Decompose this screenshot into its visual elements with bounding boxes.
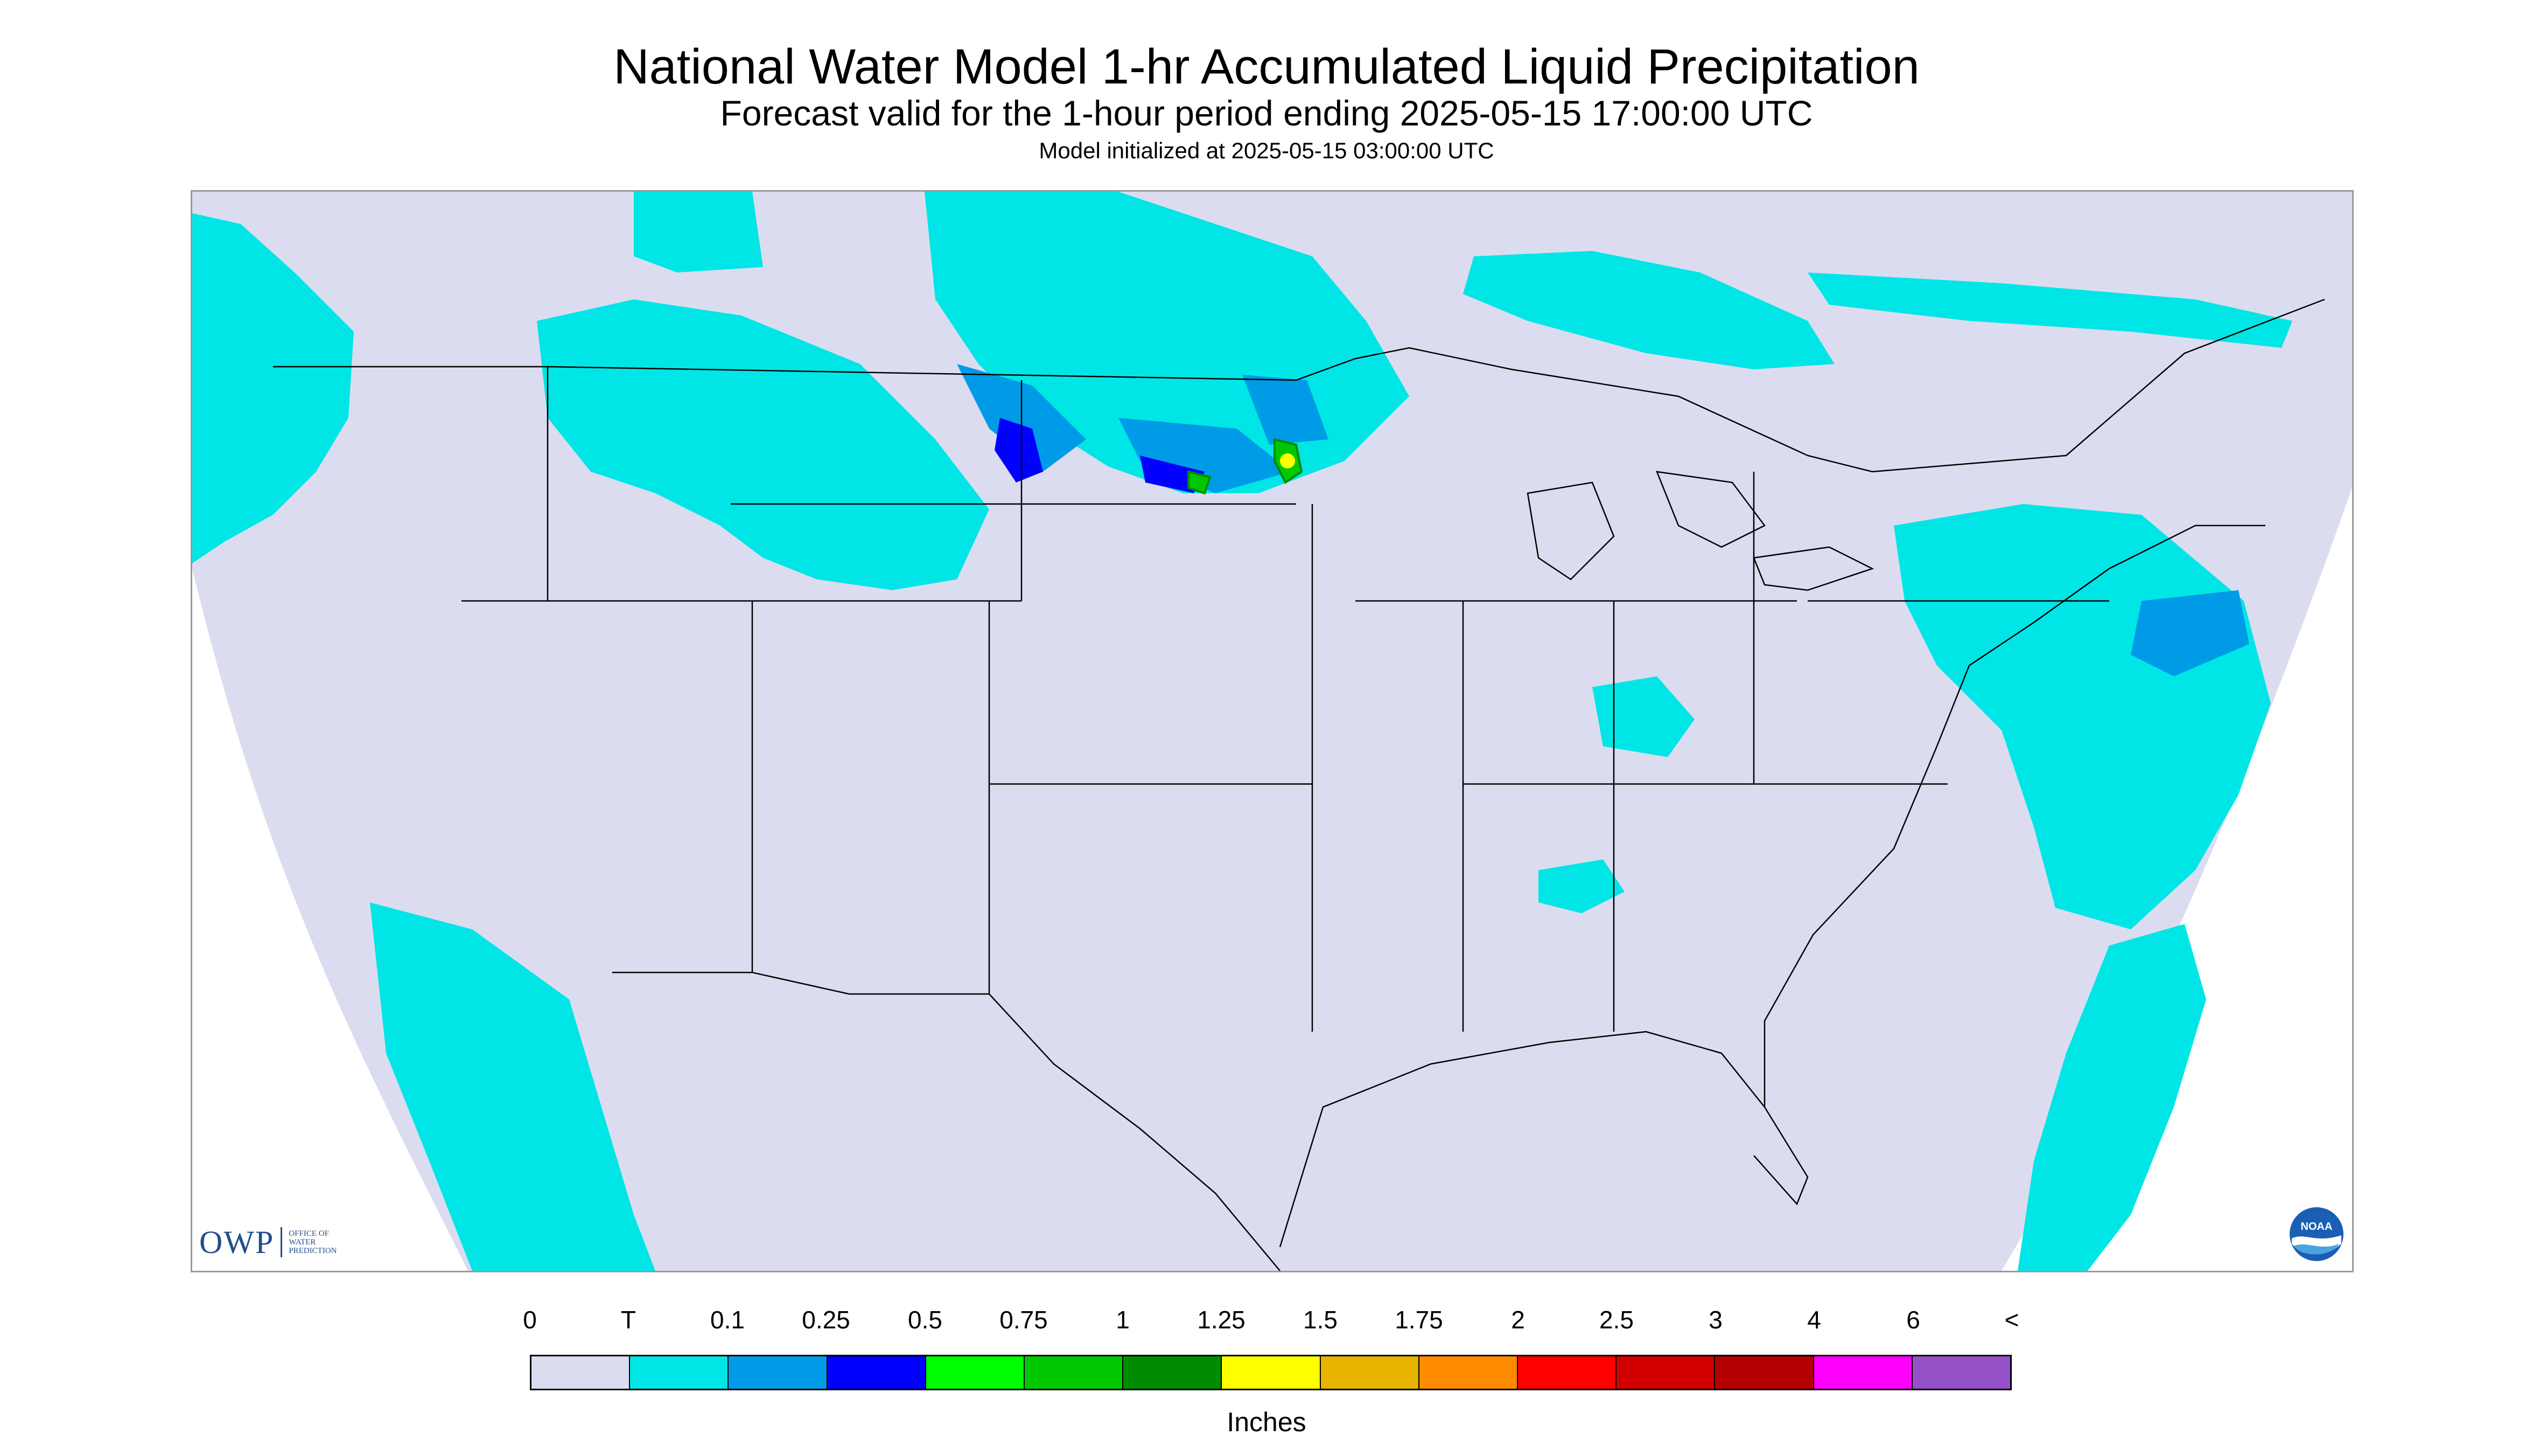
us-mexico-border (612, 971, 1281, 1271)
precip-pacific-california (370, 902, 655, 1271)
legend-label: 3 (1709, 1306, 1723, 1334)
us-canada-border (273, 298, 2325, 473)
legend-label: 0.25 (802, 1306, 850, 1334)
legend-label: 6 (1906, 1306, 1920, 1334)
owp-logo-line: PREDICTION (289, 1247, 337, 1255)
precip-ohio-valley (1592, 676, 1695, 757)
legend-swatch (729, 1356, 828, 1389)
precip-mn-peak (1280, 453, 1295, 468)
owp-logo: OWP OFFICE OF WATER PREDICTION (199, 1223, 337, 1261)
legend-label: 0.5 (908, 1306, 942, 1334)
precip-sd-light (1118, 418, 1291, 493)
legend-swatch (1912, 1356, 2011, 1389)
model-init-time: Model initialized at 2025-05-15 03:00:00… (1039, 138, 1494, 163)
precip-mn-light (1242, 375, 1328, 445)
legend-label: < (2004, 1306, 2019, 1334)
legend-label: 2 (1511, 1306, 1525, 1334)
map-subtitle: Forecast valid for the 1-hour period end… (720, 93, 1813, 133)
legend-label: 1.75 (1395, 1306, 1443, 1334)
svg-text:NOAA: NOAA (2301, 1221, 2333, 1233)
owp-logo-divider (281, 1227, 283, 1257)
state-lines (461, 367, 2109, 1032)
legend-swatch (1320, 1356, 1419, 1389)
owp-logo-text: OFFICE OF WATER PREDICTION (289, 1229, 337, 1255)
precip-nd-moderate (995, 418, 1043, 482)
legend-label: 2.5 (1599, 1306, 1634, 1334)
owp-logo-line: WATER (289, 1238, 316, 1247)
atlantic-coast (1764, 524, 2265, 1107)
legend-label: 1.25 (1197, 1306, 1245, 1334)
precip-ontario (1463, 251, 1835, 369)
legend-label: 1.5 (1303, 1306, 1338, 1334)
legend-swatch (1222, 1356, 1321, 1389)
political-boundaries (273, 298, 2325, 1271)
color-legend-bar (530, 1355, 2012, 1390)
legend-swatch (1123, 1356, 1222, 1389)
legend-label: 0 (523, 1306, 537, 1334)
precip-northern-rockies (634, 192, 763, 272)
legend-swatch (1518, 1356, 1617, 1389)
noaa-logo-icon: NOAA (2290, 1207, 2343, 1261)
precipitation-map[interactable] (191, 190, 2354, 1272)
precip-ne-light (2131, 590, 2249, 676)
legend-label: 0.75 (999, 1306, 1048, 1334)
owp-logo-mark: OWP (199, 1224, 275, 1260)
legend-swatch (531, 1356, 631, 1389)
precip-atlantic-south (2018, 924, 2206, 1271)
gulf-coast (1279, 1031, 1809, 1248)
legend-swatch (1617, 1356, 1716, 1389)
precip-pacific-northwest (192, 213, 354, 563)
legend-units: Inches (1227, 1407, 1306, 1437)
precip-alabama (1538, 859, 1625, 913)
map-title: National Water Model 1-hr Accumulated Li… (613, 39, 1920, 94)
legend-label: T (620, 1306, 636, 1334)
legend-swatch (1715, 1356, 1814, 1389)
legend-swatch (926, 1356, 1025, 1389)
legend-swatch (630, 1356, 729, 1389)
great-lakes (1527, 471, 1874, 591)
precip-montana (537, 299, 989, 590)
owp-logo-line: OFFICE OF (289, 1229, 329, 1238)
legend-label: 1 (1116, 1306, 1130, 1334)
legend-swatch (827, 1356, 926, 1389)
legend-label: 0.1 (710, 1306, 745, 1334)
legend-labels: 0 T 0.1 0.25 0.5 0.75 1 1.25 1.5 1.75 2 … (523, 1305, 2019, 1343)
precip-quebec (1808, 272, 2292, 348)
legend-swatch (1025, 1356, 1124, 1389)
legend-swatch (1814, 1356, 1913, 1389)
legend-swatch (1419, 1356, 1519, 1389)
legend-label: 4 (1807, 1306, 1821, 1334)
precip-sd-heavy (1187, 470, 1212, 495)
